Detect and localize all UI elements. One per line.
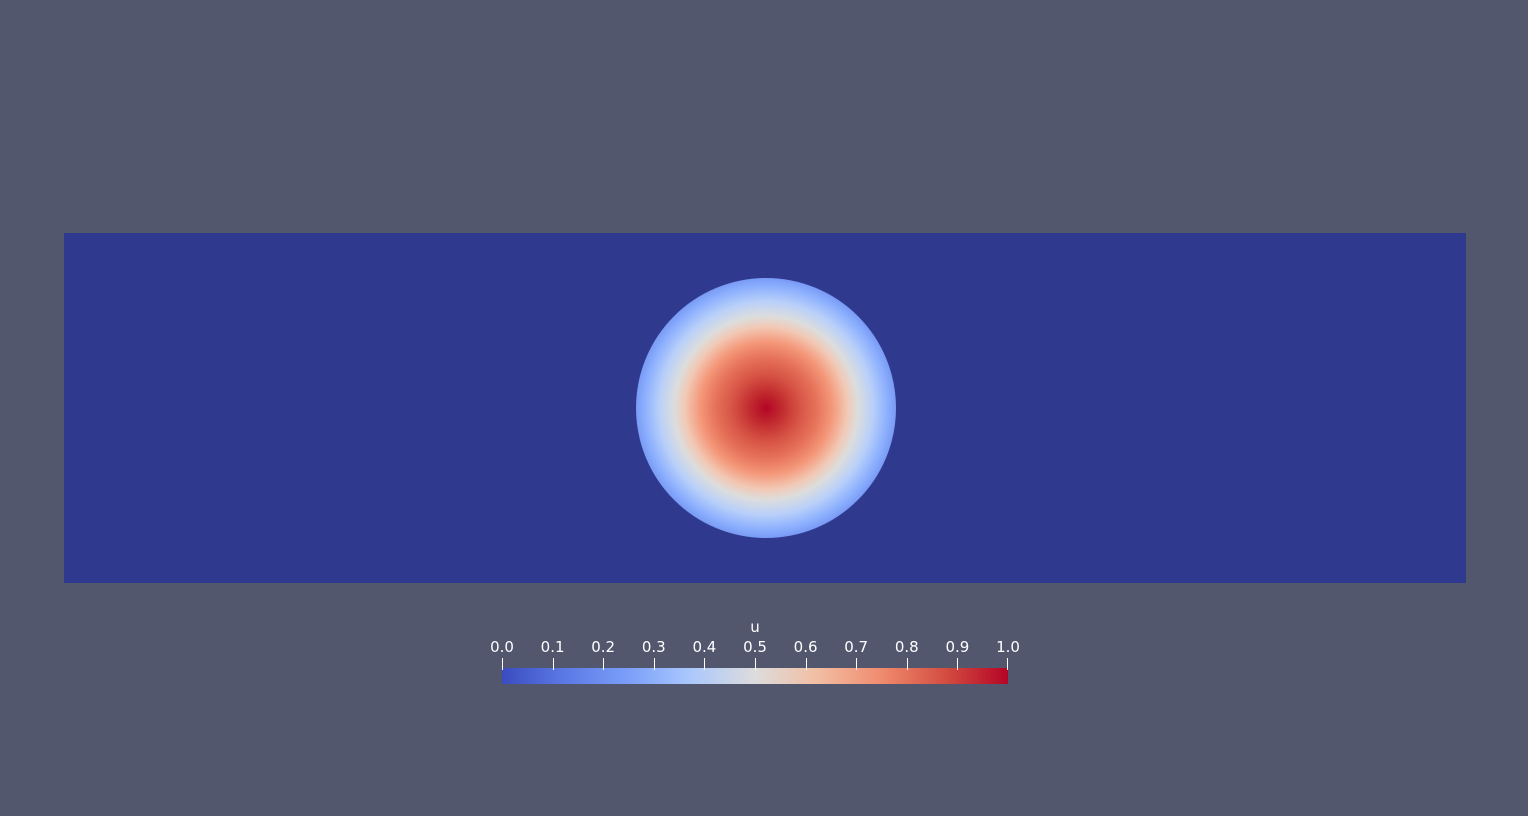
tick-label: 0.0 xyxy=(490,638,514,656)
tick-label: 0.4 xyxy=(692,638,717,656)
tick-mark xyxy=(957,658,959,670)
tick-label: 0.6 xyxy=(793,638,818,656)
tick-label: 0.2 xyxy=(591,638,616,656)
tick-mark xyxy=(856,658,858,670)
tick-label: 0.8 xyxy=(894,638,919,656)
tick-label: 0.5 xyxy=(743,638,767,656)
tick-mark xyxy=(502,658,503,670)
colorbar-title: u xyxy=(750,618,760,636)
tick-label: 0.1 xyxy=(540,638,565,656)
tick-mark xyxy=(653,658,655,670)
tick-mark xyxy=(603,658,605,670)
colorbar-tick-labels: 0.0 0.1 0.2 0.3 0.4 0.5 0.6 0.7 0.8 0.9 … xyxy=(482,636,1028,658)
tick-mark xyxy=(906,658,908,670)
tick-label: 0.7 xyxy=(844,638,869,656)
tick-label: 0.3 xyxy=(641,638,666,656)
tick-mark xyxy=(1007,658,1008,670)
tick-mark xyxy=(805,658,807,670)
tick-label: 1.0 xyxy=(996,638,1020,656)
tick-mark xyxy=(704,658,706,670)
colorbar-gradient xyxy=(502,668,1008,684)
tick-mark xyxy=(755,658,756,670)
tick-label: 0.9 xyxy=(945,638,970,656)
tick-mark xyxy=(552,658,554,670)
gaussian-peak-gradient xyxy=(636,278,896,538)
